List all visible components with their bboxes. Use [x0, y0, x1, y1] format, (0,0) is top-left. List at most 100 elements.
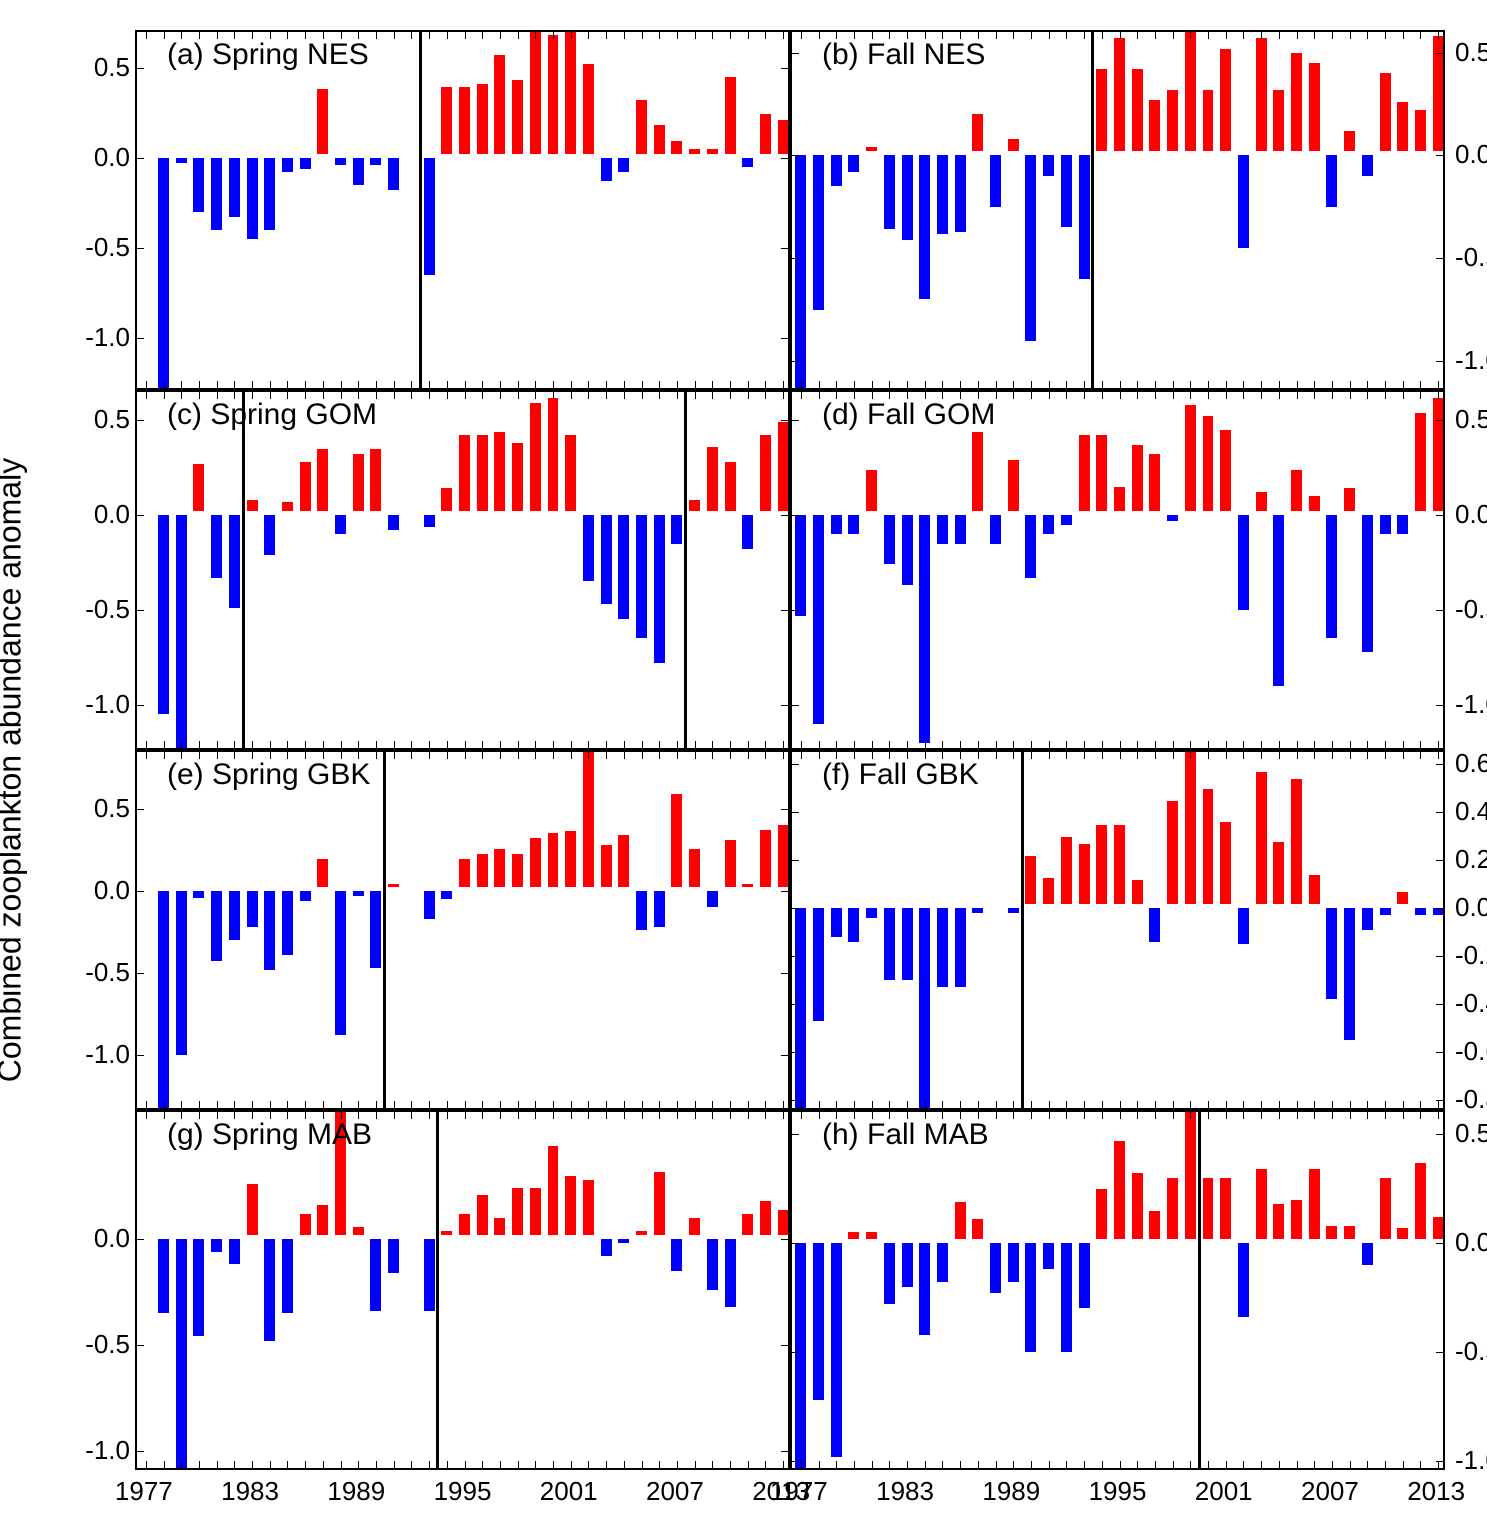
bar-2013: [778, 120, 789, 154]
bar-2005: [1291, 470, 1302, 512]
bar-2005: [636, 515, 647, 638]
bar-2008: [689, 500, 700, 511]
bar-1987: [972, 908, 983, 913]
bar-1984: [919, 908, 930, 1110]
bar-1997: [494, 55, 505, 154]
xtick-label: 1989: [327, 1476, 385, 1507]
bar-1977: [795, 908, 806, 1110]
bar-1991: [388, 158, 399, 190]
bar-1985: [937, 908, 948, 987]
bar-2006: [654, 515, 665, 663]
bar-1999: [530, 838, 541, 887]
ytick-label: 0.2: [1455, 844, 1487, 875]
bar-1979: [831, 908, 842, 937]
bar-2011: [1397, 1228, 1408, 1239]
ytick-label: -1.0: [75, 689, 130, 720]
panel-title-h: (h) Fall MAB: [822, 1118, 989, 1152]
bar-1984: [264, 891, 275, 970]
xtick-label: 2007: [1301, 1476, 1359, 1507]
bar-1981: [211, 515, 222, 578]
bar-1982: [884, 515, 895, 564]
bar-2009: [707, 149, 718, 154]
bar-2001: [1220, 430, 1231, 511]
bar-1997: [1149, 100, 1160, 151]
regime-line: [684, 392, 687, 748]
bar-2002: [1238, 515, 1249, 610]
bar-2011: [1397, 102, 1408, 151]
panel-d: (d) Fall GOM: [790, 390, 1445, 750]
bar-2007: [1326, 908, 1337, 999]
bar-1983: [247, 158, 258, 239]
bar-1991: [1043, 1243, 1054, 1269]
bar-2008: [1344, 1226, 1355, 1239]
xtick-label: 1995: [1089, 1476, 1147, 1507]
regime-line: [1091, 32, 1094, 388]
bar-1977: [795, 1243, 806, 1470]
bar-1989: [1008, 139, 1019, 151]
bar-1987: [972, 1219, 983, 1239]
bar-2007: [671, 141, 682, 154]
bar-2001: [1220, 822, 1231, 904]
bar-1979: [176, 158, 187, 163]
bar-1989: [353, 1227, 364, 1235]
bar-1980: [848, 1232, 859, 1239]
bar-1986: [955, 515, 966, 543]
bar-1984: [264, 158, 275, 230]
panel-title-c: (c) Spring GOM: [167, 398, 377, 432]
bar-1978: [813, 155, 824, 309]
bar-2005: [636, 1231, 647, 1235]
xtick-label: 1995: [434, 1476, 492, 1507]
bar-1983: [247, 1184, 258, 1235]
bar-1995: [1114, 1141, 1125, 1239]
ytick-label: -0.5: [1455, 594, 1487, 625]
bar-1982: [229, 515, 240, 608]
ytick-label: 0.5: [1455, 37, 1487, 68]
bar-2000: [1203, 416, 1214, 511]
bar-2005: [636, 100, 647, 154]
ytick-label: -0.5: [1455, 242, 1487, 273]
bar-1998: [1167, 1178, 1178, 1239]
bar-1980: [848, 908, 859, 942]
panel-title-b: (b) Fall NES: [822, 38, 985, 72]
ytick-label: 0.0: [75, 875, 130, 906]
bar-2008: [689, 849, 700, 887]
bar-1996: [1132, 69, 1143, 151]
bar-2004: [618, 158, 629, 172]
bar-1988: [990, 1243, 1001, 1293]
bar-1987: [972, 114, 983, 151]
bar-2004: [1273, 1204, 1284, 1239]
bar-2009: [707, 891, 718, 907]
bar-1994: [1096, 435, 1107, 511]
bar-2011: [742, 158, 753, 167]
bar-1990: [370, 1239, 381, 1311]
ytick-label: 0.5: [75, 793, 130, 824]
regime-line: [419, 32, 422, 388]
bar-2001: [1220, 1178, 1231, 1239]
panel-title-d: (d) Fall GOM: [822, 398, 995, 432]
bar-1995: [459, 859, 470, 887]
bar-1994: [441, 1231, 452, 1235]
bar-1993: [1079, 155, 1090, 278]
bar-1983: [902, 155, 913, 239]
bar-2000: [1203, 90, 1214, 152]
x-axis-ticks: 1977198319891995200120072013197719831989…: [135, 1472, 1445, 1512]
bar-1979: [831, 1243, 842, 1457]
bar-2006: [654, 891, 665, 927]
bar-1999: [1185, 1110, 1196, 1239]
ytick-label: -1.0: [1455, 1445, 1487, 1476]
bar-1988: [990, 515, 1001, 543]
bar-2007: [1326, 515, 1337, 638]
bar-1990: [370, 158, 381, 165]
bar-1986: [300, 158, 311, 169]
bar-1981: [211, 1239, 222, 1252]
bar-2006: [1309, 496, 1320, 511]
bar-1993: [424, 891, 435, 919]
bar-1989: [353, 891, 364, 896]
bar-1996: [1132, 1173, 1143, 1238]
bar-1985: [937, 1243, 948, 1282]
bar-2012: [760, 114, 771, 154]
bar-1979: [176, 515, 187, 750]
bar-1984: [919, 515, 930, 742]
bar-1981: [866, 908, 877, 918]
bar-2011: [1397, 515, 1408, 534]
